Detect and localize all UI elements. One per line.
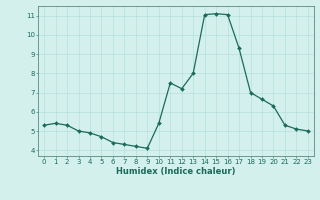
X-axis label: Humidex (Indice chaleur): Humidex (Indice chaleur) xyxy=(116,167,236,176)
